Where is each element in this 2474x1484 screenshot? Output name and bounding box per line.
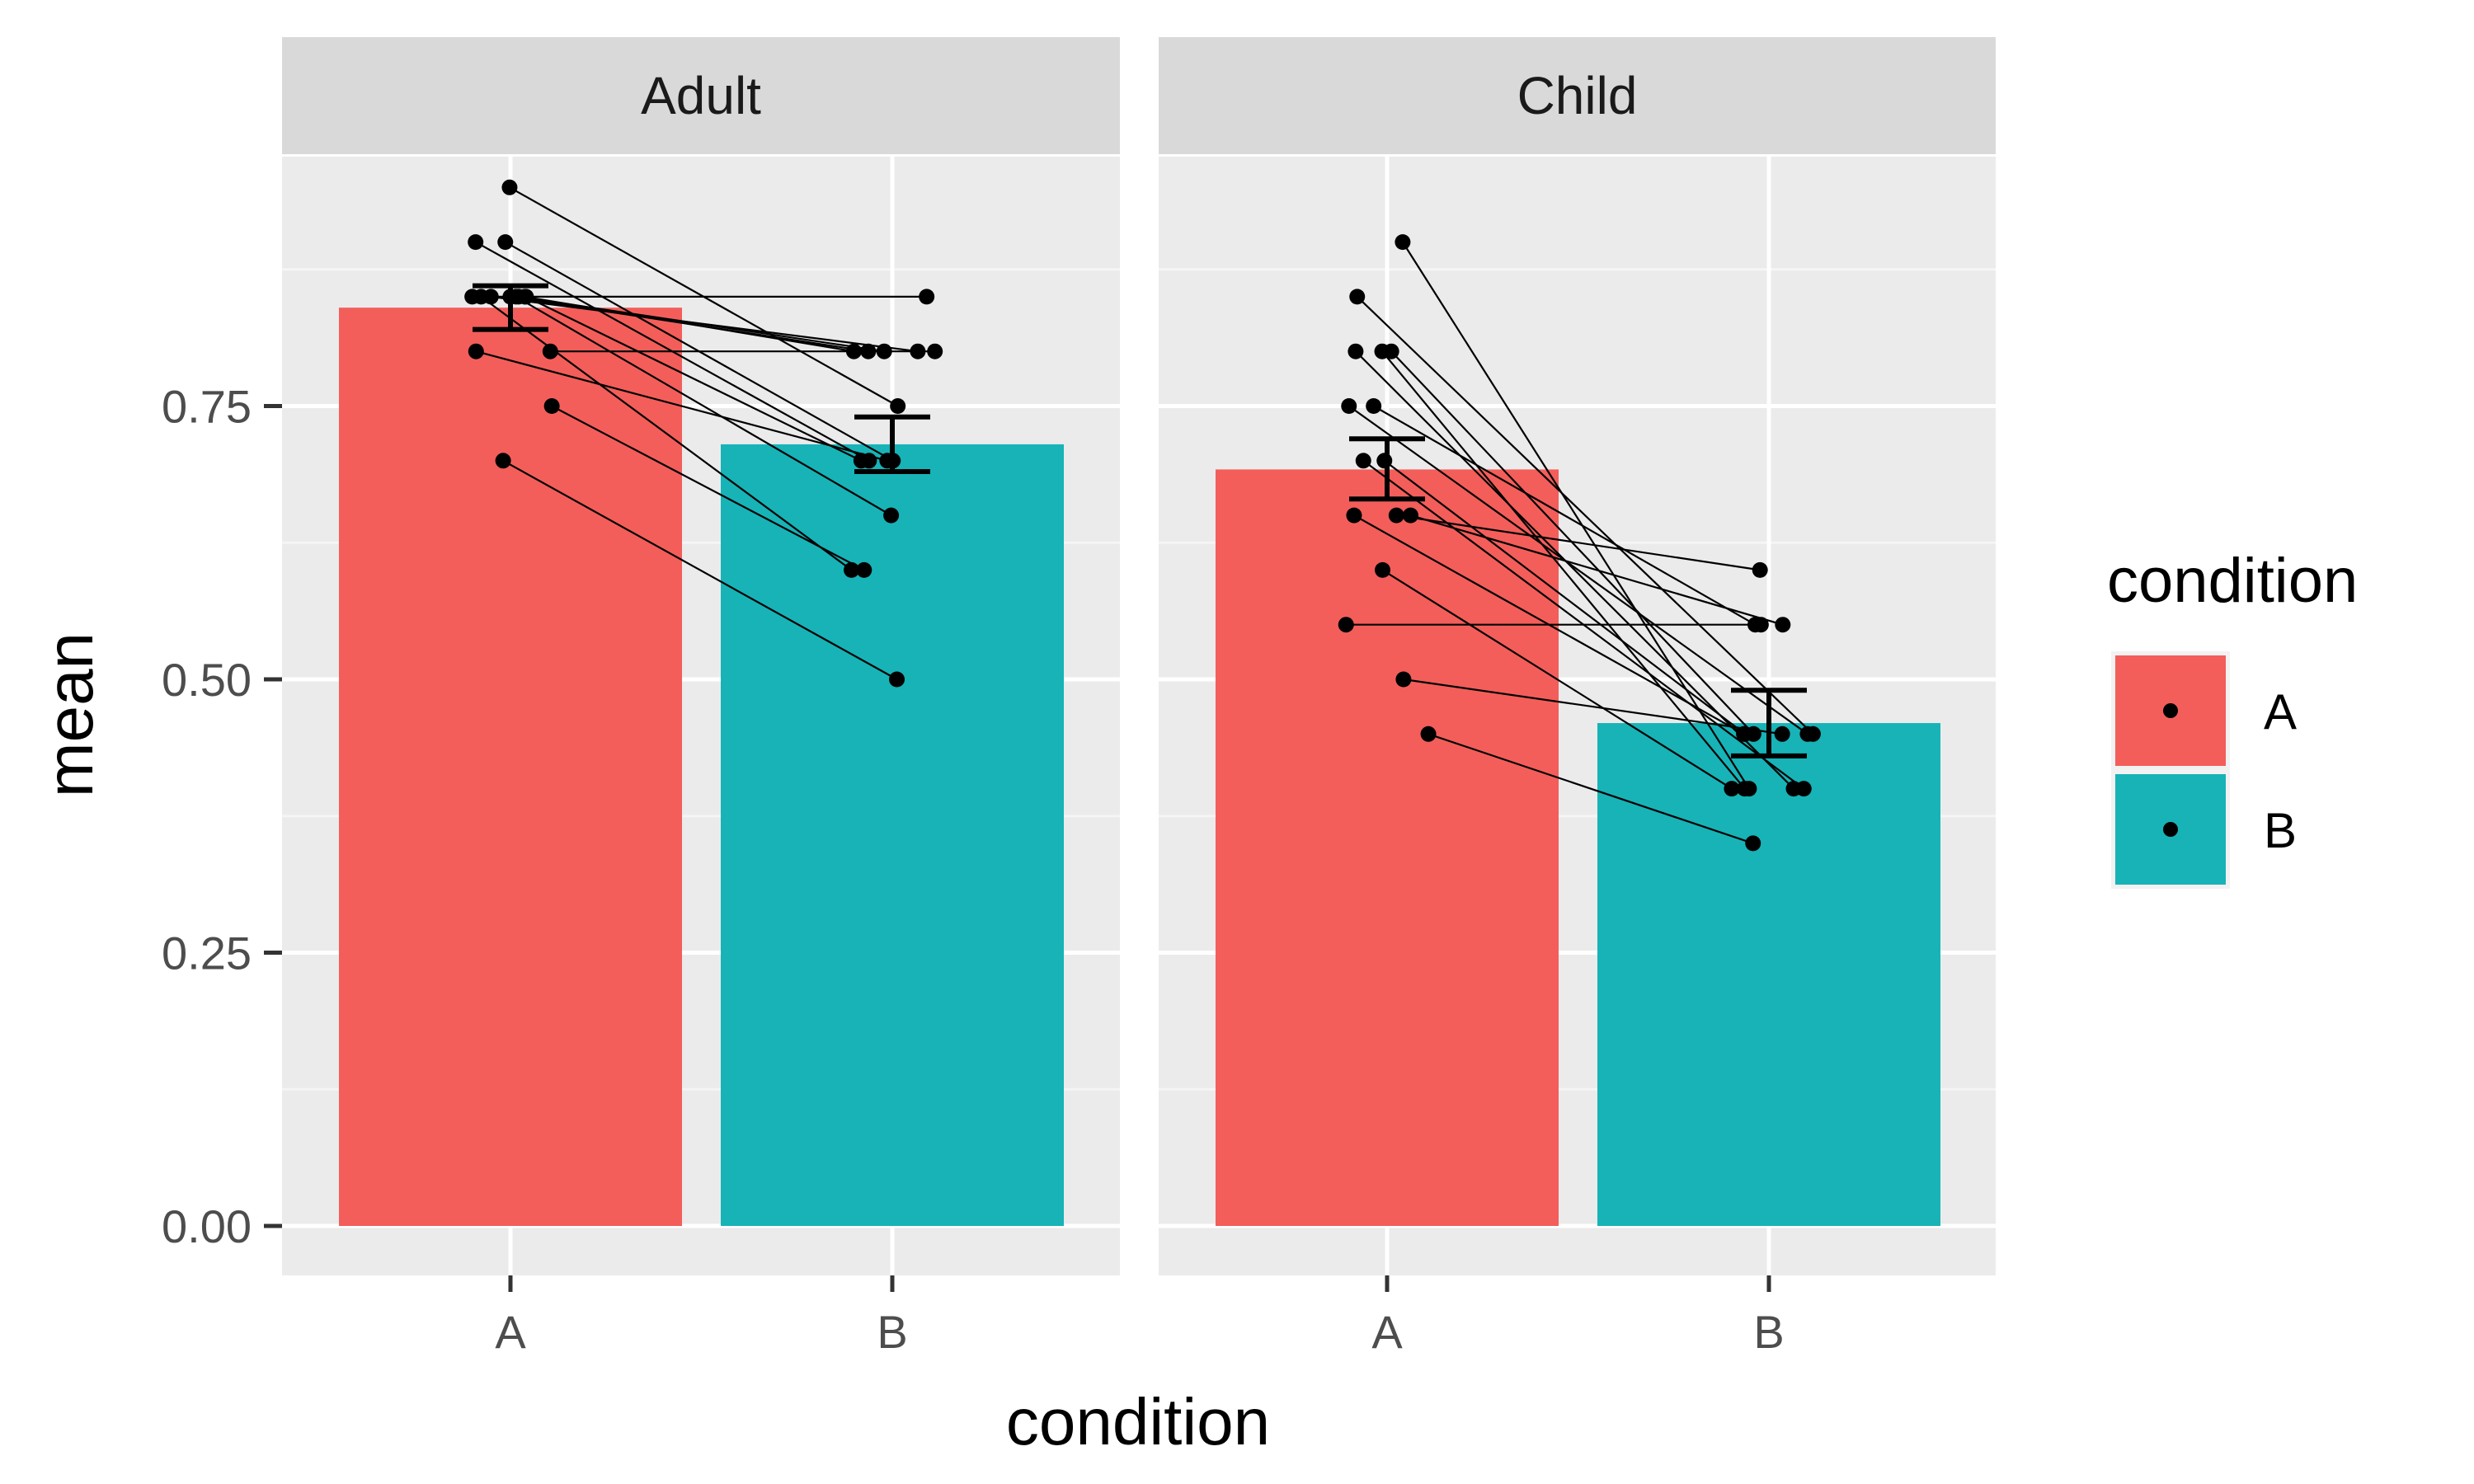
subject-point-b (890, 398, 906, 414)
subject-point-a (543, 398, 560, 414)
subject-point-b (860, 343, 877, 359)
subject-point-b (910, 343, 926, 359)
legend-label-a: A (2264, 684, 2297, 740)
subject-point-b (1745, 835, 1761, 852)
subject-point-a (1375, 561, 1391, 578)
subject-point-b (1799, 726, 1816, 742)
subject-line (1381, 569, 1733, 790)
y-tick-label: 0.25 (162, 928, 252, 979)
subject-line (491, 295, 919, 353)
error-bar-b (854, 414, 930, 475)
subject-line (1381, 350, 1746, 790)
facet-label: Child (1517, 66, 1638, 125)
subject-point-a (1395, 234, 1411, 251)
subject-point-a (501, 179, 518, 195)
facet-label: Adult (641, 66, 761, 125)
error-bar-b (1731, 688, 1807, 758)
x-tick-label: B (1753, 1306, 1784, 1358)
subject-point-a (1383, 343, 1399, 359)
panel-adult: Adult A B (282, 37, 1120, 1358)
subject-point-a (542, 343, 558, 359)
subject-point-b (1774, 726, 1790, 742)
y-tick-label: 0.00 (162, 1200, 252, 1252)
subject-point-a (1341, 398, 1357, 414)
legend-point-a (2163, 703, 2178, 718)
subject-line (1373, 405, 1757, 626)
y-axis-title: mean (33, 632, 106, 797)
subject-point-b (883, 507, 900, 524)
legend-label-b: B (2264, 803, 2297, 858)
subject-line (510, 295, 869, 353)
legend: condition A B (2107, 546, 2358, 889)
panels-layer: Adult A B Child A B (282, 37, 1996, 1358)
subject-point-b (1752, 561, 1768, 578)
subject-point-a (468, 343, 484, 359)
x-tick-label: A (1371, 1306, 1403, 1358)
x-axis-title: condition (1006, 1385, 1270, 1458)
subject-point-b (1775, 617, 1791, 633)
bar-a (1216, 469, 1559, 1226)
subject-line (502, 459, 898, 680)
bar-b (721, 444, 1064, 1226)
subject-point-a (473, 289, 489, 305)
panel-child: Child A B (1159, 37, 1996, 1358)
subject-point-b (844, 561, 860, 578)
subject-point-a (1338, 617, 1354, 633)
subject-point-a (1376, 453, 1393, 469)
subject-point-b (1737, 781, 1753, 797)
subject-point-b (1795, 781, 1812, 797)
subject-line (480, 296, 853, 571)
y-tick-label: 0.75 (162, 381, 252, 433)
subject-point-b (919, 289, 935, 305)
y-tick-label: 0.50 (162, 654, 252, 706)
subject-point-a (468, 234, 484, 251)
subject-line (525, 295, 862, 462)
subject-point-b (889, 671, 905, 688)
subject-line (1410, 514, 1784, 626)
subject-line (1403, 678, 1783, 735)
facet-strip (282, 37, 1120, 154)
subject-point-a (1346, 507, 1362, 524)
subject-point-b (1752, 617, 1769, 633)
subject-point-a (1348, 343, 1364, 359)
subject-point-a (1355, 453, 1371, 469)
subject-line (1401, 242, 1750, 790)
subject-point-a (1349, 289, 1366, 305)
subject-line (1356, 296, 1814, 735)
subject-line (1384, 459, 1746, 735)
subject-point-b (853, 453, 869, 469)
subject-point-a (495, 453, 511, 469)
subject-point-b (1736, 726, 1752, 742)
subject-line (1427, 733, 1754, 844)
legend-title: condition (2107, 546, 2358, 616)
subject-point-b (856, 561, 872, 578)
subject-point-b (1724, 781, 1740, 797)
subject-line (515, 295, 892, 517)
subject-point-a (497, 234, 514, 251)
subject-line (476, 350, 888, 462)
subject-point-a (1420, 726, 1437, 742)
subject-point-a (1388, 507, 1404, 524)
error-bar-a (1349, 436, 1425, 502)
y-axis: 0.00 0.25 0.50 0.75 (162, 381, 282, 1252)
x-tick-label: B (877, 1306, 907, 1358)
subject-line (551, 405, 865, 571)
subject-line (1396, 514, 1761, 571)
subject-point-a (1366, 398, 1382, 414)
subject-point-b (927, 343, 943, 359)
subject-point-a (1395, 671, 1412, 688)
error-bar-a (473, 283, 548, 332)
facet-strip (1159, 37, 1996, 154)
x-tick-label: A (495, 1306, 526, 1358)
subject-point-b (876, 343, 892, 359)
bar-b (1597, 723, 1940, 1226)
bar-a (339, 308, 682, 1226)
subject-point-a (1402, 507, 1418, 524)
subject-line (1348, 405, 1808, 735)
subject-point-b (845, 343, 862, 359)
legend-point-b (2163, 822, 2178, 837)
